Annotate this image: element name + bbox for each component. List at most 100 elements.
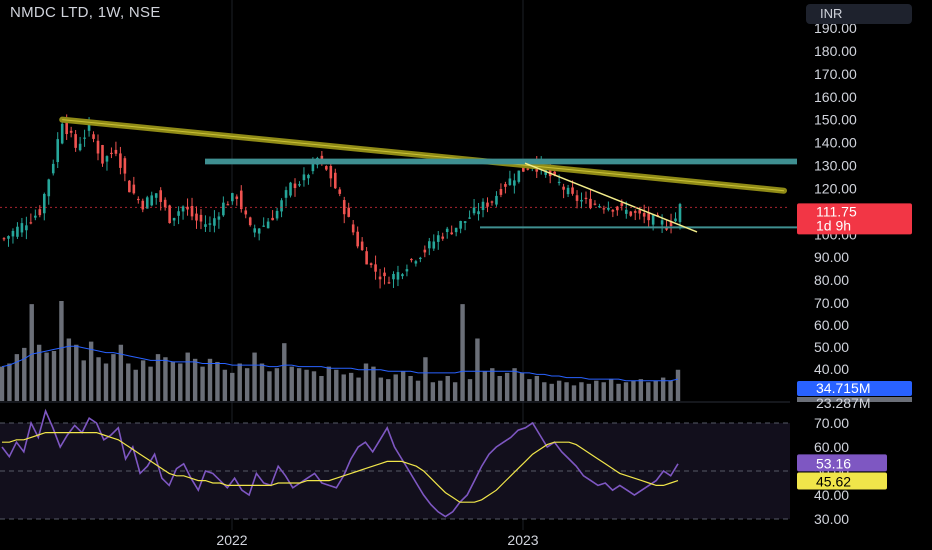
volume-bar bbox=[430, 382, 436, 401]
price-tick-label: 160.00 bbox=[814, 89, 857, 105]
candle-body bbox=[678, 204, 682, 223]
volume-bar bbox=[66, 338, 72, 401]
candle-body bbox=[105, 156, 109, 162]
candle-body bbox=[620, 203, 624, 206]
candle-body bbox=[253, 228, 257, 233]
volume-bar bbox=[178, 363, 183, 401]
candle-body bbox=[20, 223, 24, 233]
volume-bar bbox=[631, 380, 636, 401]
candle-body bbox=[141, 200, 145, 210]
volume-bar bbox=[467, 379, 473, 401]
candle-body bbox=[289, 182, 292, 196]
candle-body bbox=[441, 236, 445, 239]
candle-body bbox=[208, 223, 212, 225]
candle-body bbox=[392, 274, 395, 280]
volume-bar bbox=[527, 379, 532, 401]
volume-bar bbox=[74, 344, 79, 401]
candle-body bbox=[432, 241, 436, 249]
candle-body bbox=[280, 200, 283, 212]
volume-bar bbox=[14, 354, 20, 401]
volume-ma-line bbox=[1, 345, 679, 382]
volume-bar bbox=[126, 363, 131, 401]
volume-bar bbox=[267, 371, 272, 401]
candle-body bbox=[427, 241, 431, 249]
candle-body bbox=[584, 197, 588, 200]
volume-bar bbox=[356, 377, 361, 401]
candle-body bbox=[199, 214, 203, 222]
candle-body bbox=[311, 160, 315, 172]
candle-body bbox=[257, 228, 261, 234]
volume-bar bbox=[7, 363, 12, 401]
candle-body bbox=[562, 186, 565, 190]
candle-body bbox=[2, 238, 6, 240]
volume-bar bbox=[386, 379, 391, 401]
volume-bar bbox=[282, 343, 287, 401]
rsi-line bbox=[1, 408, 679, 518]
candle-body bbox=[25, 225, 28, 231]
volume-bar bbox=[393, 374, 398, 401]
volume-tick-label: 60.00 bbox=[814, 317, 849, 333]
price-pane[interactable] bbox=[2, 114, 682, 289]
price-tick-label: 70.00 bbox=[814, 295, 849, 311]
volume-bar bbox=[438, 380, 443, 401]
volume-bar bbox=[140, 360, 146, 401]
candle-body bbox=[481, 201, 485, 211]
volume-bar bbox=[88, 341, 94, 401]
candle-body bbox=[374, 264, 377, 272]
candle-body bbox=[123, 158, 127, 174]
volume-bar bbox=[207, 358, 213, 401]
volume-bar bbox=[319, 376, 324, 401]
candle-body bbox=[504, 184, 507, 187]
candle-body bbox=[423, 249, 427, 253]
volume-ma-badge bbox=[797, 381, 912, 396]
volume-bar bbox=[616, 383, 621, 401]
volume-bar bbox=[192, 358, 198, 401]
price-tick-label: 80.00 bbox=[814, 272, 849, 288]
symbol-title[interactable]: NMDC LTD, 1W, NSE bbox=[10, 4, 161, 21]
volume-bar bbox=[148, 366, 153, 401]
last-price-badge bbox=[797, 203, 912, 235]
candle-body bbox=[42, 193, 46, 214]
candle-body bbox=[222, 202, 225, 216]
price-tick-label: 90.00 bbox=[814, 249, 849, 265]
candle-body bbox=[231, 193, 234, 202]
volume-bar bbox=[81, 360, 86, 401]
candle-body bbox=[365, 251, 368, 265]
volume-bar bbox=[601, 382, 606, 401]
candle-body bbox=[486, 202, 489, 207]
candle-body bbox=[445, 228, 449, 233]
candle-body bbox=[589, 198, 592, 209]
candle-body bbox=[333, 172, 337, 189]
volume-bar bbox=[289, 366, 294, 401]
candle-body bbox=[60, 123, 64, 144]
volume-bar bbox=[96, 357, 101, 401]
volume-bar bbox=[608, 379, 614, 401]
candle-body bbox=[217, 216, 221, 220]
volume-bar bbox=[497, 376, 502, 401]
descending-trendline-highlight bbox=[62, 119, 785, 192]
candle-body bbox=[132, 184, 136, 194]
candle-body bbox=[119, 153, 122, 168]
volume-bar bbox=[0, 366, 5, 401]
candle-body bbox=[347, 207, 351, 217]
price-tick-label: 150.00 bbox=[814, 112, 857, 128]
candle-body bbox=[611, 209, 615, 212]
volume-bar bbox=[534, 376, 540, 401]
candle-body bbox=[329, 166, 333, 179]
volume-bar bbox=[237, 363, 242, 401]
candle-body bbox=[163, 199, 167, 208]
volume-bar bbox=[215, 361, 220, 401]
candle-body bbox=[351, 224, 355, 233]
volume-pane[interactable] bbox=[0, 301, 681, 401]
candle-body bbox=[638, 210, 642, 214]
currency-selector[interactable]: INR bbox=[806, 4, 912, 24]
candle-body bbox=[651, 215, 655, 225]
rsi-pane[interactable] bbox=[0, 408, 790, 520]
last-price-label: 111.75 bbox=[816, 203, 857, 219]
candle-body bbox=[566, 187, 570, 195]
price-tick-label: 120.00 bbox=[814, 180, 857, 196]
drawing-layer[interactable] bbox=[0, 116, 797, 233]
candle-body bbox=[47, 179, 51, 197]
candle-body bbox=[213, 218, 216, 226]
